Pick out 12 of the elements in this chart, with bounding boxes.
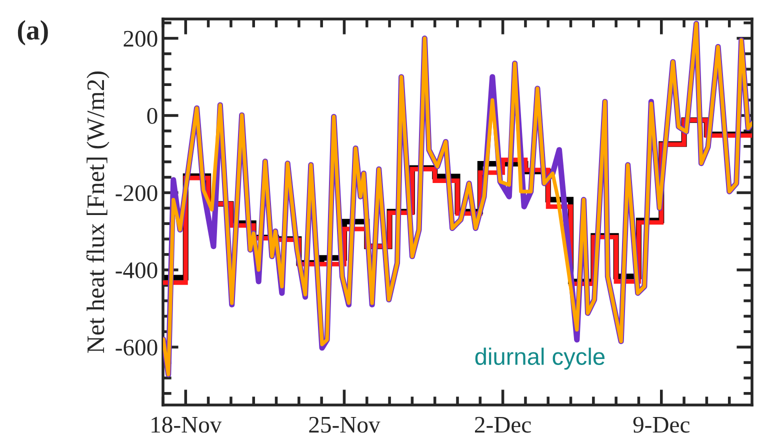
x-tick-label: 25-Nov	[309, 416, 380, 433]
chart-title: (a)	[18, 20, 48, 46]
y-tick-label: -400	[116, 262, 158, 278]
annotation: diurnal cycle	[475, 348, 605, 370]
y-tick-label: 0	[147, 108, 158, 124]
y-tick-label: -200	[116, 185, 158, 202]
y-axis-title: Net heat flux [Fnet] (W/m2)	[86, 71, 110, 353]
y-tick-label: 200	[124, 30, 158, 47]
y-tick-label: -600	[116, 340, 158, 356]
x-tick-label: 18-Nov	[152, 416, 222, 433]
x-tick-label: 9-Dec	[633, 416, 690, 433]
x-tick-label: 2-Dec	[475, 416, 531, 433]
